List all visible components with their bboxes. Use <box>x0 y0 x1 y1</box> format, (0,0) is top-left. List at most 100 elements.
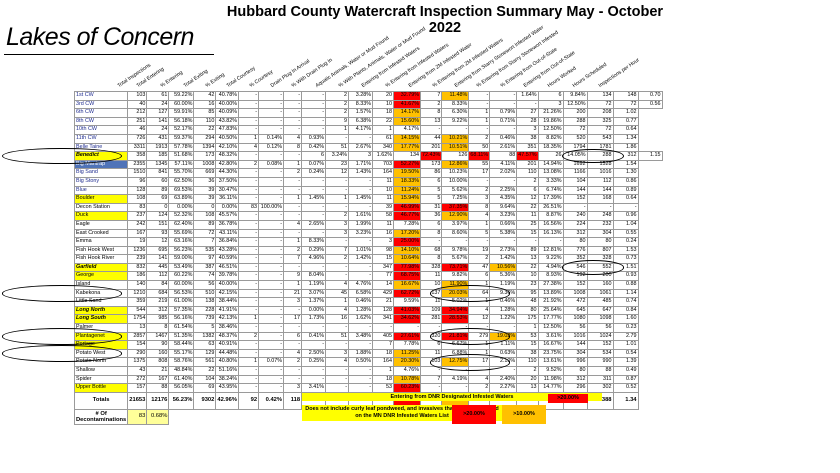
table-cell: 2 <box>325 211 350 221</box>
table-cell: 16.67% <box>537 340 564 350</box>
lake-name-ellipse <box>2 328 122 345</box>
table-row: Shallow 43 21 48.84% 22 51.16% - - - - - -1 4.76% - - -… <box>73 366 663 376</box>
table-cell: - <box>258 305 285 316</box>
table-cell: - <box>612 202 639 213</box>
table-cell: - <box>301 366 327 376</box>
table-cell: - <box>420 125 443 135</box>
table-cell: 2 <box>420 99 443 110</box>
table-cell: 312 <box>146 305 170 316</box>
table-cell: 9.52% <box>537 366 564 376</box>
table-cell: 55.70% <box>168 168 195 178</box>
table-cell: 72 <box>586 99 614 110</box>
table-cell: - <box>238 168 260 178</box>
table-cell: 201 <box>516 159 539 170</box>
table-cell: 5.62% <box>441 185 470 196</box>
table-cell: - <box>238 383 260 393</box>
table-cell: 290 <box>127 348 148 359</box>
table-cell: - <box>258 254 285 264</box>
table-cell: 2 <box>516 176 539 187</box>
table-cell: 0.96 <box>612 211 639 221</box>
table-cell: - <box>238 262 260 273</box>
table-cell: - <box>258 383 285 393</box>
totals-cell: 92 <box>238 391 260 410</box>
decontamination-cell: 0.68% <box>146 408 170 425</box>
table-cell: 42.10% <box>215 142 240 153</box>
table-cell: - <box>325 237 350 247</box>
table-cell: - <box>468 91 491 101</box>
table-cell: 17.20% <box>393 228 422 239</box>
table-cell: 126 <box>441 151 470 161</box>
table-cell: 240 <box>562 211 588 221</box>
table-cell: 8 <box>420 254 443 264</box>
table-cell: - <box>238 228 260 239</box>
table-cell: 48 <box>516 297 539 307</box>
table-cell: 57.78% <box>168 142 195 153</box>
table-cell: 52.27% <box>393 159 422 170</box>
table-cell: 17 <box>468 168 491 178</box>
table-cell: 152 <box>562 194 588 204</box>
table-cell: 2 <box>516 366 539 376</box>
table-cell: 807 <box>586 245 614 256</box>
table-cell: 43.82% <box>215 116 240 127</box>
table-cell: 0.46% <box>489 133 518 144</box>
table-row: Palmer 13 8 61.54% 5 38.46% - - - - - - - - - - - -1 12.50… <box>73 323 663 333</box>
table-cell: 3311 <box>127 142 148 153</box>
table-cell: 38.24% <box>215 374 240 385</box>
lake-name: Spider <box>73 374 129 385</box>
table-cell: 2.73% <box>489 245 518 256</box>
table-cell: 22 <box>372 116 395 127</box>
table-row: Little Sand 359 219 61.00% 138 38.44% - -3 1.37%… <box>73 297 663 307</box>
table-cell: - <box>325 176 350 187</box>
table-cell: 0.79% <box>489 108 518 118</box>
table-cell: 18 <box>372 348 395 359</box>
table-cell: 47 <box>468 262 491 273</box>
table-cell: 9.59% <box>393 297 422 307</box>
table-cell: 985 <box>146 314 170 325</box>
table-cell: 80 <box>516 305 539 316</box>
table-cell: 358 <box>127 151 148 161</box>
table-cell: 4 <box>238 142 260 153</box>
table-cell: 312 <box>562 374 588 385</box>
table-cell: 134 <box>586 91 614 101</box>
table-cell: - <box>258 91 285 101</box>
table-cell: - <box>258 176 285 187</box>
table-cell: 201 <box>420 142 443 153</box>
table-row: Big Sand 1510 841 55.70% 669 44.30% - -2 0.24% 12… <box>73 168 663 178</box>
table-cell: 51 <box>325 142 350 153</box>
table-cell: 4.76% <box>348 280 374 290</box>
table-cell: 60.00% <box>168 99 195 110</box>
table-cell: 1.86 <box>612 142 639 153</box>
table-cell: 21 <box>283 288 303 299</box>
table-cell: 15 <box>372 254 395 264</box>
table-cell: 21 <box>372 297 395 307</box>
table-cell: 4 <box>468 211 491 221</box>
table-cell: 1.14 <box>612 288 639 299</box>
table-cell: 36 <box>420 211 443 221</box>
table-row: 11th CW 726 431 59.37% 294 40.50% 1 0.14% 4 0.93%… <box>73 133 663 144</box>
table-cell: 55.17% <box>168 348 195 359</box>
table-cell: 43 <box>127 366 148 376</box>
table-cell: 89 <box>193 219 217 230</box>
table-cell: 11 <box>372 219 395 230</box>
table-cell: 1 <box>325 297 350 307</box>
table-cell: 11.24% <box>393 185 422 196</box>
table-cell: 16 <box>325 314 350 325</box>
table-cell: 347 <box>372 262 395 273</box>
table-cell: 89 <box>146 185 170 196</box>
table-cell: 41.91% <box>215 305 240 316</box>
table-cell: 8 <box>283 142 303 153</box>
table-cell: - <box>283 228 303 239</box>
table-cell: 2.50% <box>301 348 327 359</box>
table-cell: - <box>301 99 327 110</box>
table-cell: 0.55 <box>612 228 639 239</box>
table-cell: 7 <box>193 237 217 247</box>
table-cell: 0.00% <box>215 202 240 213</box>
decontamination-row: # Of Decontaminations 83 0.68% <box>73 408 663 425</box>
table-cell: 6 <box>420 176 443 187</box>
table-cell: 0 <box>146 202 170 213</box>
table-cell: 4 <box>283 219 303 230</box>
table-cell: 520 <box>562 133 588 144</box>
table-cell: 17 <box>283 314 303 325</box>
table-cell: 17.39% <box>537 194 564 204</box>
table-cell: 50 <box>468 142 491 153</box>
